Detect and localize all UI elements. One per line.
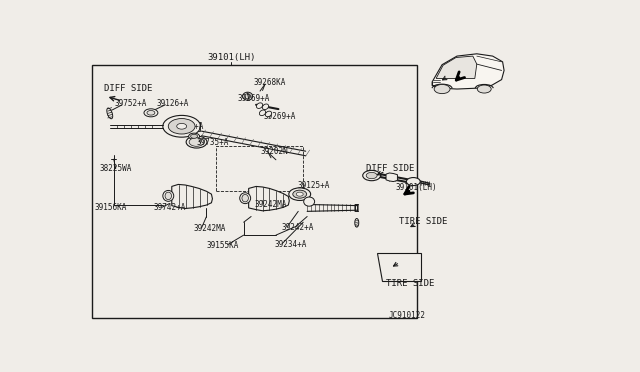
Ellipse shape xyxy=(266,111,271,117)
Circle shape xyxy=(477,85,491,93)
Bar xyxy=(92,65,417,318)
Text: 39101(LH): 39101(LH) xyxy=(207,53,255,62)
Circle shape xyxy=(296,192,303,196)
Text: 39155KA: 39155KA xyxy=(207,241,239,250)
Ellipse shape xyxy=(144,109,158,117)
Circle shape xyxy=(163,115,200,137)
Ellipse shape xyxy=(262,104,269,110)
Text: 39242MA: 39242MA xyxy=(193,224,225,233)
Text: 39242MA: 39242MA xyxy=(255,200,287,209)
Polygon shape xyxy=(432,54,504,89)
Ellipse shape xyxy=(355,218,359,227)
Circle shape xyxy=(177,124,187,129)
Ellipse shape xyxy=(244,94,251,99)
Ellipse shape xyxy=(147,110,155,115)
Text: 39234+A: 39234+A xyxy=(275,240,307,249)
Ellipse shape xyxy=(257,103,262,109)
Circle shape xyxy=(168,119,195,134)
Ellipse shape xyxy=(107,108,113,119)
Ellipse shape xyxy=(189,133,200,140)
Bar xyxy=(170,122,200,131)
Text: 39734+A: 39734+A xyxy=(172,122,204,131)
Ellipse shape xyxy=(191,134,198,138)
Ellipse shape xyxy=(186,136,207,148)
Text: TIRE SIDE: TIRE SIDE xyxy=(385,279,434,288)
Polygon shape xyxy=(436,56,477,78)
Text: 39268KA: 39268KA xyxy=(253,78,286,87)
Polygon shape xyxy=(249,186,289,211)
Text: 39269+A: 39269+A xyxy=(237,94,270,103)
Circle shape xyxy=(289,188,310,201)
Text: TIRE SIDE: TIRE SIDE xyxy=(399,217,447,226)
Bar xyxy=(216,146,303,191)
Text: DIFF SIDE: DIFF SIDE xyxy=(104,84,152,93)
Text: 39101(LH): 39101(LH) xyxy=(396,183,437,192)
Ellipse shape xyxy=(242,195,248,202)
Circle shape xyxy=(366,172,377,179)
Ellipse shape xyxy=(189,138,204,146)
Polygon shape xyxy=(172,185,212,208)
Polygon shape xyxy=(376,253,421,281)
Circle shape xyxy=(434,84,450,94)
Circle shape xyxy=(406,177,420,186)
Text: DIFF SIDE: DIFF SIDE xyxy=(365,164,414,173)
Text: 39126+A: 39126+A xyxy=(157,99,189,108)
Text: 39752+A: 39752+A xyxy=(115,99,147,108)
Text: 39742+A: 39742+A xyxy=(154,203,186,212)
Text: 38225WA: 38225WA xyxy=(100,164,132,173)
Ellipse shape xyxy=(165,192,172,200)
Ellipse shape xyxy=(240,193,251,203)
Ellipse shape xyxy=(163,190,173,201)
Text: JC910122: JC910122 xyxy=(388,311,426,320)
Ellipse shape xyxy=(259,110,266,116)
Ellipse shape xyxy=(304,197,315,206)
Circle shape xyxy=(292,190,307,198)
Text: 39242+A: 39242+A xyxy=(282,223,314,232)
Polygon shape xyxy=(386,173,397,182)
Ellipse shape xyxy=(243,92,253,100)
Text: 39269+A: 39269+A xyxy=(264,112,296,121)
Text: 39202N: 39202N xyxy=(260,147,288,156)
Circle shape xyxy=(363,170,381,181)
Text: 39735+A: 39735+A xyxy=(196,138,229,147)
Text: 39156KA: 39156KA xyxy=(95,203,127,212)
Text: 39125+A: 39125+A xyxy=(297,182,330,190)
